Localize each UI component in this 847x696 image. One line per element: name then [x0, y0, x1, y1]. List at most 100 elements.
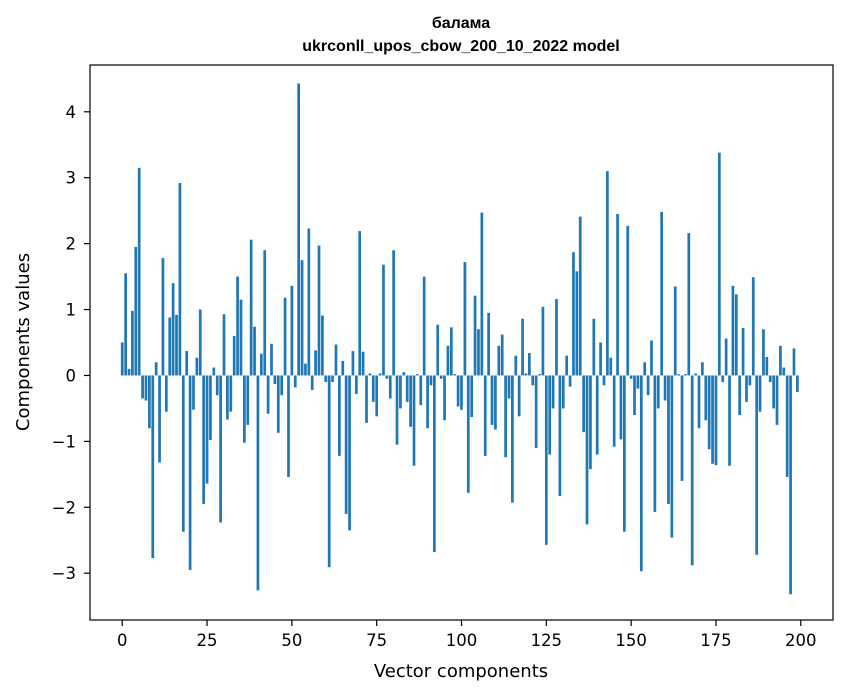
bar	[439, 375, 443, 379]
x-tick-label: 50	[281, 631, 302, 650]
bar	[422, 276, 426, 376]
bar	[504, 375, 507, 458]
bar	[151, 375, 155, 559]
bar	[449, 327, 453, 376]
bar	[521, 318, 524, 376]
y-tick-label: −1	[52, 432, 76, 451]
bar	[792, 348, 796, 376]
bar	[215, 375, 219, 396]
bar	[768, 375, 772, 383]
bar	[433, 375, 436, 553]
bar	[606, 171, 609, 376]
bar	[273, 375, 277, 385]
bar	[280, 375, 284, 396]
bar	[141, 375, 144, 399]
bar	[202, 375, 206, 504]
bar	[256, 375, 260, 591]
bar	[524, 373, 528, 376]
bar	[365, 375, 368, 423]
bar	[124, 273, 127, 376]
bar	[483, 375, 487, 456]
bar	[480, 212, 484, 376]
bar	[619, 375, 623, 440]
bar	[293, 375, 297, 388]
bar	[395, 375, 399, 445]
bar	[436, 324, 440, 376]
bar	[670, 375, 674, 538]
bar	[724, 338, 728, 376]
bar	[283, 297, 287, 376]
bar	[755, 375, 759, 555]
bar	[378, 373, 382, 376]
bar	[694, 373, 697, 376]
bar	[633, 375, 636, 416]
bar	[741, 328, 745, 376]
bar	[344, 375, 348, 514]
bar	[148, 375, 151, 429]
bar	[697, 375, 701, 429]
bar	[134, 246, 138, 376]
bar	[443, 375, 446, 421]
bar	[226, 375, 229, 420]
y-tick-label: 3	[66, 169, 77, 188]
bar	[453, 374, 457, 376]
bar	[544, 375, 548, 545]
bar	[375, 375, 379, 417]
bar	[616, 213, 619, 376]
bar	[548, 375, 552, 455]
bar	[687, 233, 691, 376]
bar	[266, 375, 270, 414]
bar	[382, 264, 385, 376]
bar	[680, 375, 684, 481]
bar	[351, 351, 355, 376]
bar	[348, 375, 351, 531]
x-tick-label: 175	[700, 631, 732, 650]
bar	[782, 367, 786, 376]
bar	[324, 375, 328, 383]
bar	[314, 350, 317, 376]
bar	[164, 375, 168, 412]
bar	[409, 375, 412, 427]
y-tick-label: −3	[52, 564, 76, 583]
bar	[402, 372, 406, 376]
bar	[578, 216, 582, 376]
bar	[592, 318, 596, 376]
bar	[144, 375, 148, 401]
y-tick-label: 4	[66, 103, 77, 122]
bar	[551, 375, 555, 409]
bar	[310, 375, 314, 390]
bar	[558, 375, 562, 497]
bar	[426, 375, 429, 429]
bar	[354, 375, 358, 394]
bar	[511, 375, 514, 503]
bar	[796, 375, 799, 392]
bar	[419, 375, 423, 406]
bar	[161, 258, 165, 376]
bar	[534, 375, 538, 448]
bar	[589, 375, 592, 470]
bar	[568, 375, 572, 387]
bar	[785, 375, 789, 477]
bar	[300, 260, 304, 376]
chart-title-line-1: балама	[432, 15, 490, 32]
bar	[762, 329, 765, 376]
bar	[711, 375, 714, 464]
bar	[497, 345, 501, 376]
bar	[602, 375, 606, 386]
bar	[429, 375, 433, 386]
bar	[188, 375, 192, 570]
bar	[168, 317, 172, 376]
chart-title-line-2: ukrconll_upos_cbow_200_10_2022 model	[302, 38, 619, 55]
bar	[517, 375, 521, 417]
bar	[463, 262, 467, 376]
bar	[677, 374, 680, 376]
bar	[575, 271, 579, 376]
bar	[650, 340, 653, 376]
y-axis-ticks: −3 −2 −1 0 1 2 3 4	[52, 103, 90, 583]
bar	[304, 363, 307, 376]
bar	[290, 285, 294, 376]
bar	[541, 306, 545, 376]
bar	[775, 375, 779, 425]
bar	[127, 368, 131, 376]
bar	[487, 312, 490, 376]
